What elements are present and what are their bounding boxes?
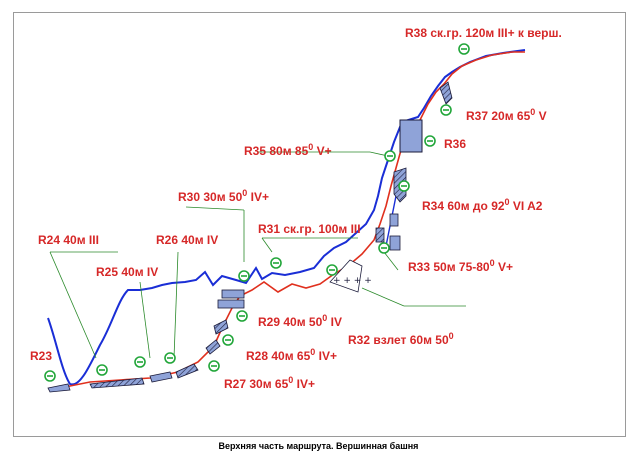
label-r30: R30 30м 500 IV+ <box>178 188 269 204</box>
crack-r37 <box>439 81 453 105</box>
scree-r32 <box>329 259 363 293</box>
belay-station-icon <box>236 310 248 322</box>
label-r24: R24 40м III <box>38 233 99 247</box>
diagram-frame <box>13 12 626 437</box>
block-r33-c <box>389 213 399 227</box>
slab-r24 <box>89 377 145 389</box>
belay-station-icon <box>458 43 470 55</box>
block-r29 <box>217 299 245 309</box>
slab-r25 <box>149 371 173 383</box>
ridge-contour <box>47 49 526 386</box>
block-r33-a <box>375 227 385 243</box>
block-r33-b <box>389 235 401 251</box>
pointers <box>49 151 466 359</box>
belay-station-icon <box>270 257 282 269</box>
diagram-caption: Верхняя часть маршрута. Вершинная башня <box>218 441 419 451</box>
label-r34: R34 60м до 920 VI A2 <box>422 197 543 213</box>
belay-station-icon <box>378 242 390 254</box>
label-r36: R36 <box>444 137 466 151</box>
belay-station-icon <box>424 135 436 147</box>
slab-r26 <box>175 363 199 379</box>
pitch-labels: R38 ск.гр. 120м III+ к верш. R37 20м 650… <box>30 26 562 391</box>
snow-slope-icon: + + + + <box>333 276 372 286</box>
label-r25: R25 40м IV <box>96 265 158 279</box>
belay-station-icon <box>440 104 452 116</box>
rock-step-r28 <box>213 319 229 335</box>
belay-station-icon <box>96 364 108 376</box>
tower-r36 <box>399 119 423 153</box>
belay-station-icon <box>222 334 234 346</box>
label-r27: R27 30м 650 IV+ <box>224 375 315 391</box>
terrain-features: + + + + <box>47 81 453 393</box>
belay-station-icon <box>384 150 396 162</box>
belay-station-icon <box>398 180 410 192</box>
label-r35: R35 80м 850 V+ <box>244 142 332 158</box>
label-r33: R33 50м 75-800 V+ <box>408 258 513 274</box>
belay-stations <box>44 43 470 382</box>
rock-step-r27 <box>205 339 221 355</box>
belay-station-icon <box>164 352 176 364</box>
label-r29: R29 40м 500 IV <box>258 313 342 329</box>
route-line <box>59 51 525 389</box>
belay-station-icon <box>326 264 338 276</box>
label-r32: R32 взлет 60м 500 <box>348 331 454 347</box>
block-r30 <box>221 289 245 299</box>
belay-station-icon <box>208 360 220 372</box>
belay-station-icon <box>44 370 56 382</box>
belay-station-icon <box>238 270 250 282</box>
label-r31: R31 ск.гр. 100м III <box>258 222 361 236</box>
slab-r23 <box>47 383 71 393</box>
label-r26: R26 40м IV <box>156 233 218 247</box>
label-r23: R23 <box>30 349 52 363</box>
label-r38: R38 ск.гр. 120м III+ к верш. <box>405 26 562 40</box>
label-r37: R37 20м 650 V <box>466 107 547 123</box>
label-r28: R28 40м 650 IV+ <box>246 347 337 363</box>
belay-station-icon <box>134 356 146 368</box>
